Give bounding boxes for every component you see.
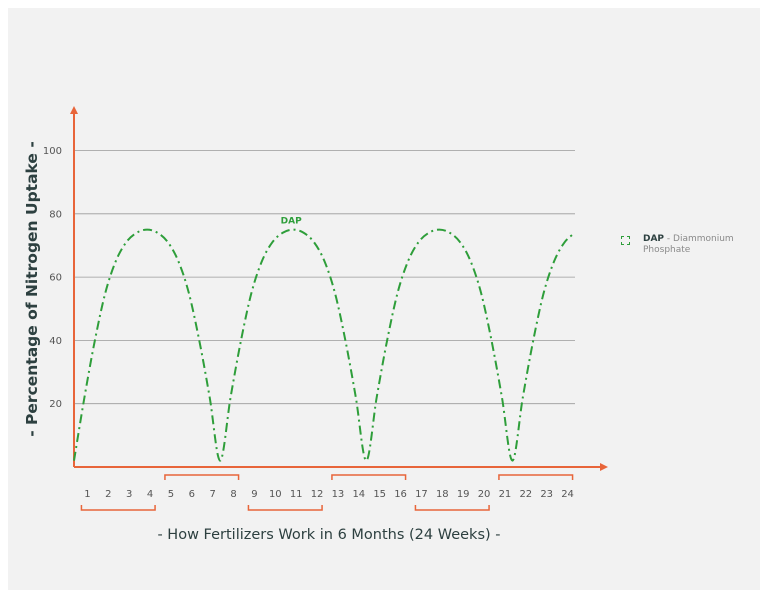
x-tick-label: 22: [519, 489, 532, 500]
month-bracket: [498, 474, 574, 480]
x-tick-label: 14: [352, 489, 365, 500]
month-bracket: [164, 474, 240, 480]
x-tick-label: 7: [210, 489, 216, 500]
y-tick-label: 20: [49, 399, 62, 410]
series-label: DAP: [281, 217, 302, 227]
x-tick-label: 3: [126, 489, 132, 500]
x-tick-label: 11: [290, 489, 303, 500]
legend-swatch: [621, 236, 630, 245]
y-axis-title: - Percentage of Nitrogen Uptake -: [23, 141, 41, 437]
legend-text: DAP - Diammonium Phosphate: [643, 234, 753, 256]
y-tick-label: 60: [49, 273, 62, 284]
x-tick-label: 4: [147, 489, 153, 500]
x-tick-label: 23: [540, 489, 553, 500]
x-tick-label: 15: [373, 489, 386, 500]
x-tick-label: 21: [499, 489, 512, 500]
x-tick-label: 9: [251, 489, 257, 500]
y-tick-label: 80: [49, 209, 62, 220]
x-tick-label: 2: [105, 489, 111, 500]
x-tick-label: 6: [189, 489, 195, 500]
chart-panel: 20 40 60 80 100 1 2 3 4 5 6 7 8 9 10 11 12 13 14 15 16 17 18 19…: [8, 8, 760, 590]
month-bracket: [331, 474, 407, 480]
x-tick-label: 12: [311, 489, 324, 500]
x-tick-label: 18: [436, 489, 449, 500]
x-tick-label: 1: [84, 489, 90, 500]
legend-series-name: DAP: [643, 234, 665, 244]
x-axis-title: - How Fertilizers Work in 6 Months (24 W…: [157, 527, 500, 543]
x-tick-label: 19: [457, 489, 470, 500]
series-line-dap: [73, 228, 576, 462]
y-tick-label: 40: [49, 336, 62, 347]
month-bracket: [414, 505, 490, 511]
x-tick-label: 17: [415, 489, 428, 500]
month-bracket: [247, 505, 323, 511]
legend-series-description: - Diammonium Phosphate: [643, 234, 734, 255]
y-axis-arrow: [70, 106, 78, 114]
month-bracket: [80, 505, 156, 511]
y-tick-label: 100: [43, 146, 62, 157]
x-tick-label: 20: [478, 489, 491, 500]
x-tick-label: 10: [269, 489, 282, 500]
x-tick-label: 13: [332, 489, 345, 500]
x-tick-label: 24: [561, 489, 574, 500]
x-tick-label: 16: [394, 489, 407, 500]
x-tick-label: 8: [230, 489, 236, 500]
x-tick-label: 5: [168, 489, 174, 500]
x-axis-arrow: [600, 463, 608, 471]
